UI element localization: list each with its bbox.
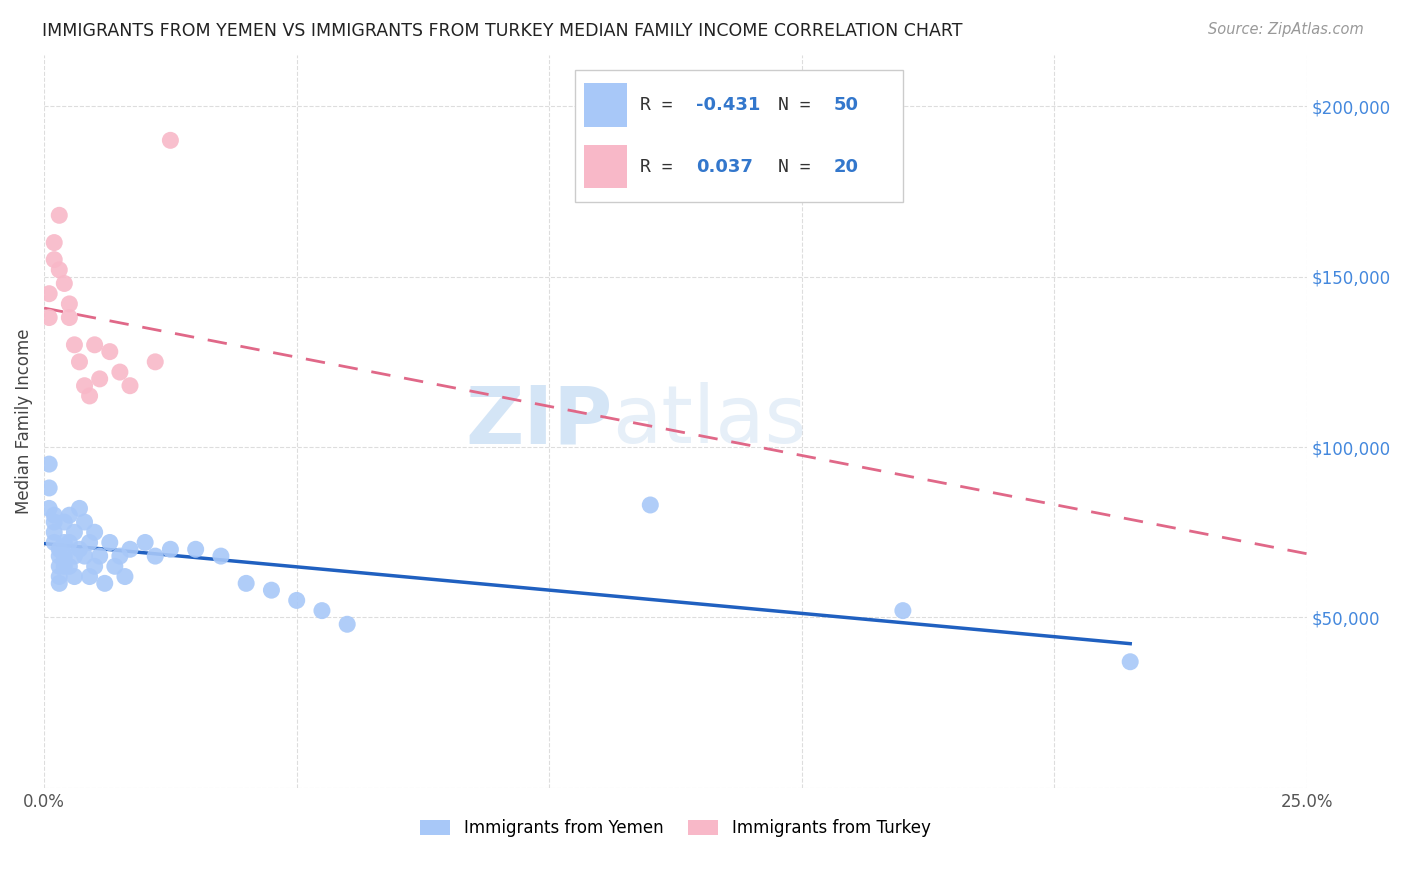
Point: [53, 277, 76, 291]
Point: [184, 542, 207, 557]
Point: [640, 498, 662, 512]
Point: [93, 576, 115, 591]
Point: [209, 549, 232, 563]
Point: [83, 338, 105, 352]
Point: [53, 549, 76, 563]
Point: [79, 569, 101, 583]
Legend: Immigrants from Yemen, Immigrants from Turkey: Immigrants from Yemen, Immigrants from T…: [412, 811, 939, 846]
Point: [118, 378, 141, 392]
Point: [63, 525, 86, 540]
Point: [104, 559, 127, 574]
Point: [53, 535, 76, 549]
Point: [63, 549, 86, 563]
Point: [44, 252, 66, 267]
Point: [38, 481, 60, 495]
Point: [48, 569, 70, 583]
Point: [260, 583, 283, 598]
Point: [48, 263, 70, 277]
Point: [1119, 655, 1142, 669]
Point: [89, 372, 111, 386]
Point: [73, 549, 96, 563]
Point: [48, 576, 70, 591]
Point: [44, 535, 66, 549]
Point: [98, 535, 121, 549]
Point: [48, 549, 70, 563]
Point: [48, 208, 70, 222]
Point: [108, 365, 131, 379]
Point: [311, 604, 333, 618]
Point: [38, 457, 60, 471]
Point: [143, 549, 166, 563]
Point: [143, 355, 166, 369]
Point: [38, 501, 60, 516]
Point: [48, 559, 70, 574]
Point: [58, 508, 80, 523]
Point: [58, 559, 80, 574]
Y-axis label: Median Family Income: Median Family Income: [15, 329, 32, 515]
Point: [48, 542, 70, 557]
Point: [63, 569, 86, 583]
Point: [235, 576, 257, 591]
Point: [44, 525, 66, 540]
Point: [44, 235, 66, 250]
Point: [79, 535, 101, 549]
Point: [79, 389, 101, 403]
Point: [83, 559, 105, 574]
Point: [44, 515, 66, 529]
Point: [63, 338, 86, 352]
Point: [891, 604, 914, 618]
Point: [53, 515, 76, 529]
Point: [285, 593, 308, 607]
Point: [134, 535, 156, 549]
Point: [89, 549, 111, 563]
Text: IMMIGRANTS FROM YEMEN VS IMMIGRANTS FROM TURKEY MEDIAN FAMILY INCOME CORRELATION: IMMIGRANTS FROM YEMEN VS IMMIGRANTS FROM…: [42, 22, 963, 40]
Point: [44, 508, 66, 523]
Point: [58, 535, 80, 549]
Point: [83, 525, 105, 540]
Point: [118, 542, 141, 557]
Point: [73, 515, 96, 529]
Point: [114, 569, 136, 583]
Point: [69, 542, 91, 557]
Text: atlas: atlas: [613, 383, 807, 460]
Point: [108, 549, 131, 563]
Point: [159, 133, 181, 147]
Point: [38, 286, 60, 301]
Point: [159, 542, 181, 557]
Point: [69, 501, 91, 516]
Point: [53, 559, 76, 574]
Point: [336, 617, 359, 632]
Point: [98, 344, 121, 359]
Text: ZIP: ZIP: [465, 383, 613, 460]
Point: [58, 310, 80, 325]
Point: [73, 378, 96, 392]
Point: [38, 310, 60, 325]
Point: [69, 355, 91, 369]
Point: [58, 297, 80, 311]
Text: Source: ZipAtlas.com: Source: ZipAtlas.com: [1208, 22, 1364, 37]
